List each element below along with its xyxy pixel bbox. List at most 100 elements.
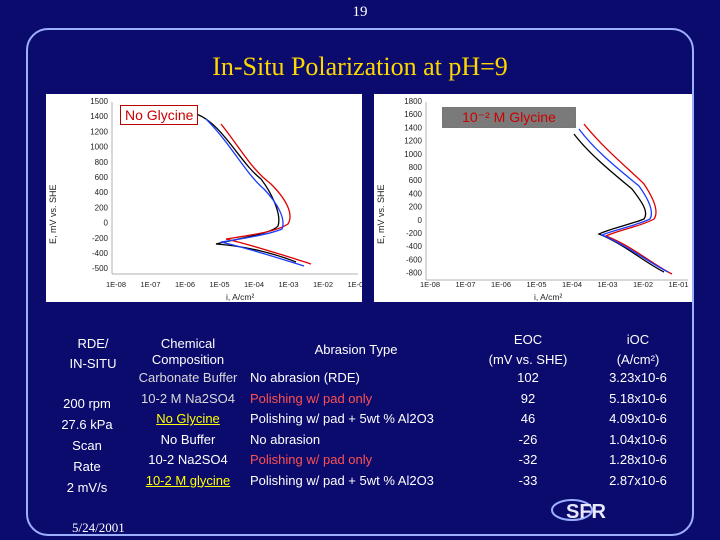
ioc-cell: 2.87x10-6	[609, 472, 667, 488]
y-tick-label: 1400	[404, 123, 422, 132]
x-tick-label: 1E-02	[313, 280, 333, 289]
slide-number: 19	[352, 4, 368, 20]
left-plot-svg: E, mV vs. SHE 1500 1400 1200 1000 800 600 400 2…	[48, 97, 362, 302]
eoc-cell: 102	[517, 370, 539, 385]
right-plot-svg: E, mV vs. SHE 1800 1600 1400 1200 1000 800 600…	[376, 97, 689, 302]
left-polarization-plot: E, mV vs. SHE 1500 1400 1200 1000 800 600 400 2…	[46, 94, 362, 302]
right-curve-black	[573, 133, 665, 273]
composition-cell: 10-2 M Na2SO4	[141, 390, 235, 406]
condition-line: 200 rpm	[63, 396, 111, 411]
condition-line: 27.6 kPa	[61, 417, 113, 432]
x-tick-label: 1E-07	[140, 280, 160, 289]
abrasion-cell: No abrasion	[250, 431, 321, 447]
y-tick-label: 400	[95, 188, 109, 197]
y-tick-label: -200	[406, 229, 423, 238]
right-curve-blue	[578, 128, 669, 273]
col3-header: Abrasion Type	[314, 342, 398, 357]
x-tick-label: 1E-07	[455, 280, 475, 289]
composition-cell: 10-2 M glycine	[145, 472, 231, 488]
ioc-cell: 1.04x10-6	[609, 431, 667, 447]
right-curve-red	[583, 123, 673, 275]
x-tick-label: 1E-08	[106, 280, 126, 289]
x-tick-label: 1E-02	[633, 280, 653, 289]
abrasion-cell: Polishing w/ pad only	[250, 390, 373, 406]
y-tick-label: 0	[104, 219, 109, 228]
left-y-title: E, mV vs. SHE	[48, 184, 58, 244]
y-tick-label: 400	[409, 189, 423, 198]
composition-cell: No Buffer	[160, 431, 216, 447]
left-curve-red	[220, 123, 312, 265]
y-tick-label: 1500	[90, 97, 108, 106]
eoc-cell: -33	[518, 472, 538, 488]
y-tick-label: 1400	[90, 112, 108, 121]
slide-date: 5/24/2001	[72, 520, 125, 535]
y-tick-label: -400	[406, 242, 423, 251]
left-x-title: i, A/cm²	[226, 292, 255, 302]
abrasion-cell: Polishing w/ pad only	[250, 452, 373, 467]
ioc-cell: 3.23x10-6	[609, 370, 667, 385]
eoc-cell: 46	[520, 411, 536, 426]
y-tick-label: 1000	[90, 143, 108, 152]
y-tick-label: 1200	[90, 127, 108, 136]
col1-header-2: IN-SITU	[69, 356, 117, 371]
x-tick-label: 1E-03	[597, 280, 617, 289]
x-tick-label: 1E-06	[175, 280, 195, 289]
y-tick-label: 600	[409, 176, 423, 185]
x-tick-label: 1E-01	[347, 280, 362, 289]
x-tick-label: 1E-08	[420, 280, 440, 289]
right-x-title: i, A/cm²	[534, 292, 563, 302]
col2-header-2: Composition	[151, 352, 225, 367]
y-tick-label: 0	[418, 216, 423, 225]
left-y-ticks: 1500 1400 1200 1000 800 600 400 200 0 -200 -400 -50…	[90, 97, 108, 273]
no-glycine-label: No Glycine	[120, 105, 199, 125]
condition-line: Rate	[73, 459, 101, 474]
y-tick-label: 1000	[404, 150, 422, 159]
x-tick-label: 1E-01	[668, 280, 688, 289]
y-tick-label: 800	[95, 158, 109, 167]
y-tick-label: 800	[409, 163, 423, 172]
col4-header-1: EOC	[513, 332, 543, 347]
slide-title: In-Situ Polarization at pH=9	[212, 52, 508, 81]
y-tick-label: -400	[92, 249, 109, 258]
composition-cell: No Glycine	[156, 411, 220, 426]
y-tick-label: 200	[409, 203, 423, 212]
col5-header-2: (A/cm²)	[616, 352, 660, 367]
ioc-cell: 1.28x10-6	[609, 452, 667, 467]
x-tick-label: 1E-04	[244, 280, 264, 289]
right-x-ticks: 1E-08 1E-07 1E-06 1E-05 1E-04 1E-03 1E-02 1E-01	[420, 280, 689, 289]
y-tick-label: 1600	[404, 110, 422, 119]
col5-header-1: iOC	[626, 332, 650, 347]
right-polarization-plot: E, mV vs. SHE 1800 1600 1400 1200 1000 800 600…	[374, 94, 692, 302]
ioc-cell: 5.18x10-6	[609, 390, 667, 406]
left-x-ticks: 1E-08 1E-07 1E-06 1E-05 1E-04 1E-03 1E-02 1E-01	[106, 280, 362, 289]
condition-line: Scan	[72, 438, 102, 453]
glycine-label: 10⁻² M Glycine	[442, 107, 576, 128]
right-y-ticks: 1800 1600 1400 1200 1000 800 600 400 200 0 -200 -40…	[404, 97, 422, 278]
y-tick-label: -600	[406, 255, 423, 264]
eoc-cell: -26	[518, 431, 538, 447]
y-tick-label: 600	[95, 173, 109, 182]
left-curve-black	[195, 113, 297, 263]
logo-text: SFR	[566, 501, 607, 523]
abrasion-cell: Polishing w/ pad + 5wt % Al2O3	[250, 472, 434, 488]
right-y-title: E, mV vs. SHE	[376, 184, 386, 244]
col4-header-2: (mV vs. SHE)	[488, 352, 568, 367]
abrasion-cell: No abrasion (RDE)	[250, 370, 360, 385]
ioc-cell: 4.09x10-6	[609, 411, 667, 426]
sfr-logo: SFR	[551, 499, 607, 523]
x-tick-label: 1E-06	[491, 280, 511, 289]
col1-header-1: RDE/	[77, 336, 109, 351]
left-curve-blue	[205, 118, 305, 267]
condition-line: 2 mV/s	[66, 480, 108, 495]
y-tick-label: 200	[95, 203, 109, 212]
y-tick-label: -800	[406, 269, 423, 278]
eoc-cell: -32	[518, 452, 538, 467]
col2-header-1: Chemical	[160, 336, 216, 351]
slide-frame	[26, 28, 694, 536]
abrasion-cell: Polishing w/ pad + 5wt % Al2O3	[250, 411, 434, 426]
x-tick-label: 1E-05	[209, 280, 229, 289]
y-tick-label: 1800	[404, 97, 422, 106]
eoc-cell: 92	[520, 390, 536, 406]
x-tick-label: 1E-03	[278, 280, 298, 289]
y-tick-label: 1200	[404, 137, 422, 146]
